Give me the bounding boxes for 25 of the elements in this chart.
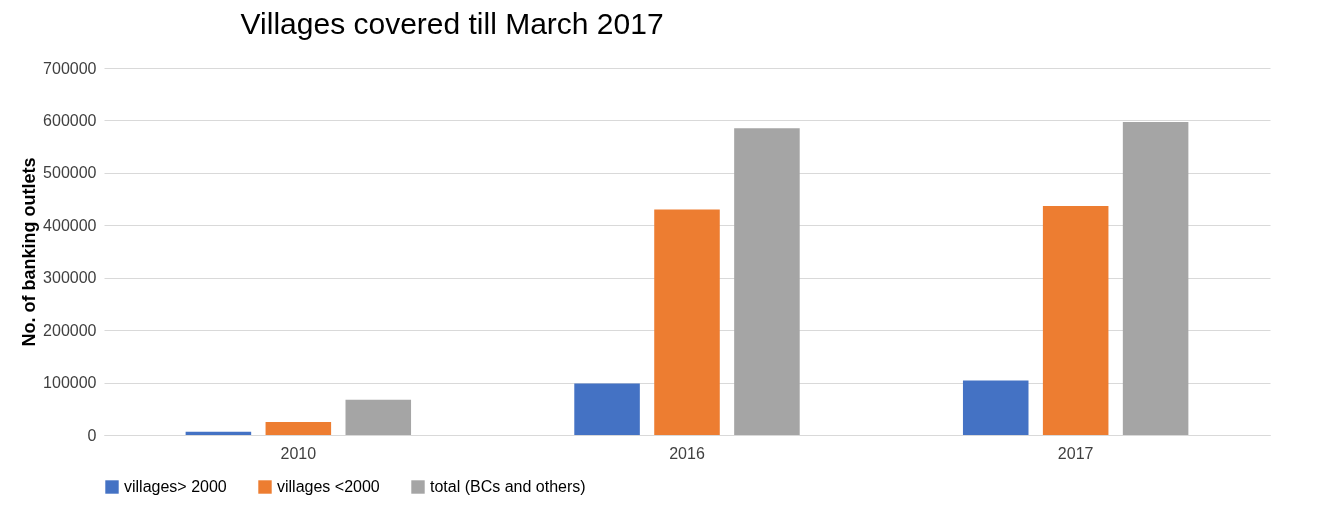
y-tick-label: 600000 bbox=[43, 111, 97, 129]
bar bbox=[734, 128, 800, 435]
bar bbox=[1042, 205, 1109, 435]
x-tick-label: 2017 bbox=[1057, 444, 1094, 462]
bar bbox=[345, 399, 412, 435]
y-tick-label: 300000 bbox=[43, 269, 97, 287]
legend-label: villages> 2000 bbox=[124, 478, 227, 495]
y-tick-label: 200000 bbox=[43, 321, 97, 339]
y-tick-label: 400000 bbox=[43, 216, 97, 234]
bar bbox=[185, 431, 252, 435]
bar bbox=[265, 421, 332, 435]
legend-label: villages <2000 bbox=[277, 478, 380, 495]
legend-label: total (BCs and others) bbox=[430, 478, 586, 495]
y-tick-label: 500000 bbox=[43, 164, 97, 182]
y-tick-label: 700000 bbox=[43, 59, 97, 77]
y-tick-label: 0 bbox=[87, 426, 97, 444]
x-tick-label: 2010 bbox=[280, 444, 317, 462]
y-axis-title: No. of banking outlets bbox=[19, 157, 40, 347]
chart-title: Villages covered till March 2017 bbox=[240, 7, 664, 40]
x-tick-label: 2016 bbox=[669, 444, 705, 462]
bar bbox=[962, 380, 1029, 435]
bar bbox=[654, 209, 720, 435]
y-tick-label: 100000 bbox=[43, 374, 97, 392]
bar bbox=[1122, 122, 1189, 435]
bar bbox=[574, 383, 640, 435]
